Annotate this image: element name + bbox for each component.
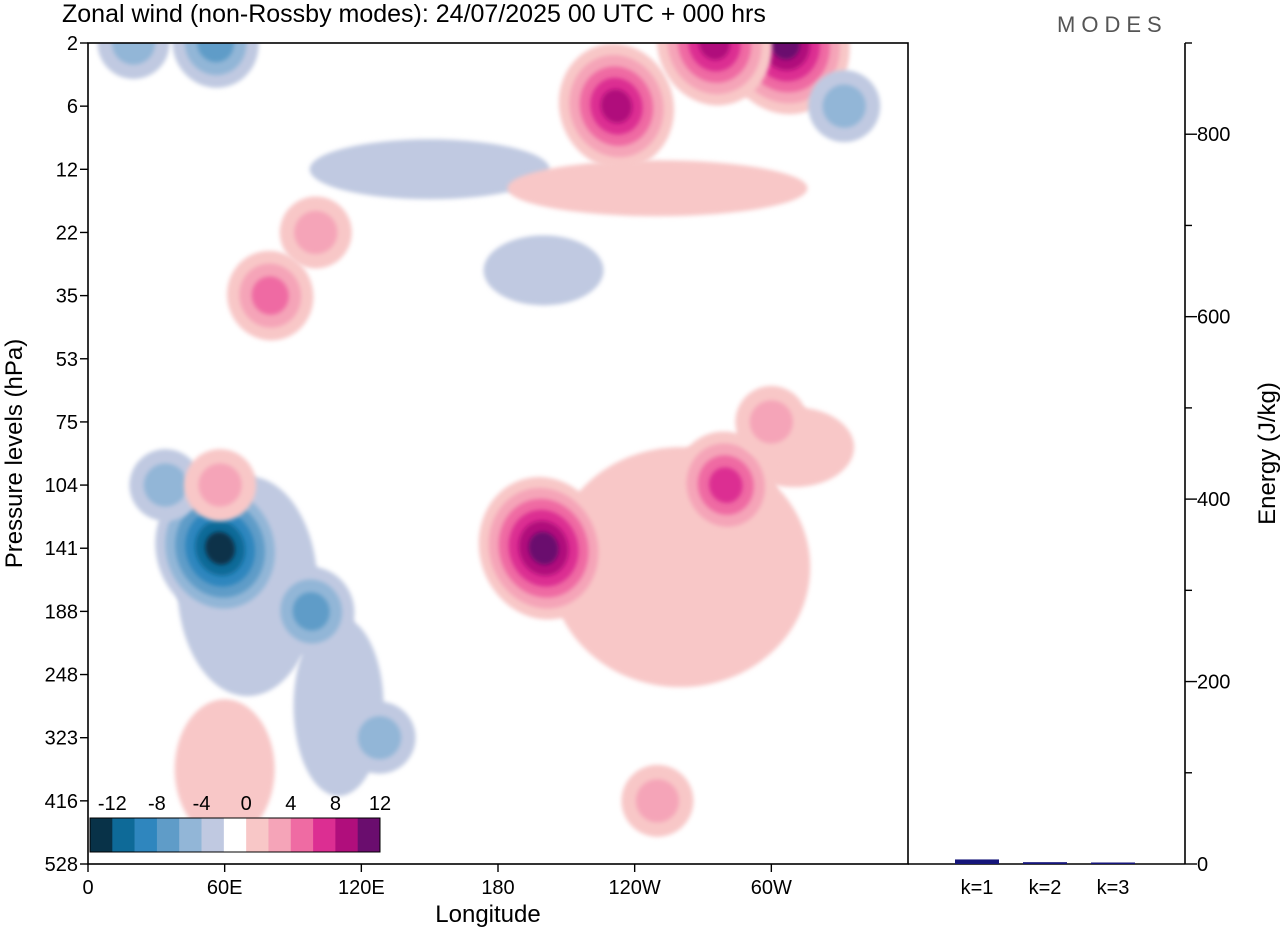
field-contour	[198, 463, 242, 507]
field-contour	[635, 779, 680, 823]
field-contour	[822, 84, 866, 128]
energy-category-label: k=3	[1097, 877, 1130, 899]
colorbar-swatch	[357, 818, 381, 852]
colorbar-swatch	[223, 818, 247, 852]
y-tick-label: 141	[45, 538, 78, 560]
y-tick-label: 104	[45, 475, 78, 497]
colorbar-swatch	[290, 818, 314, 852]
colorbar-label: 0	[241, 793, 252, 815]
field-contour	[184, 43, 247, 76]
field-contour	[292, 592, 330, 631]
field-contour	[708, 467, 743, 503]
field-cell-0	[155, 476, 285, 620]
colorbar-swatch	[179, 818, 202, 852]
field-contour	[749, 400, 793, 444]
field-band-0	[309, 139, 550, 200]
energy-bars: 0 200 400 600 800 k=1 k=2 k=3 Energy (J/kg)	[955, 42, 1280, 899]
x-tick-label: 120W	[609, 877, 661, 899]
field-cell-4	[478, 476, 609, 620]
field-cell-14	[279, 196, 352, 269]
energy-category-label: k=1	[961, 877, 994, 899]
y-axis-label: Pressure levels (hPa)	[1, 339, 28, 568]
x-tick-label: 60E	[207, 877, 243, 899]
field-contour	[760, 43, 810, 71]
field-cell-2	[343, 701, 416, 774]
colorbar-swatch	[112, 818, 135, 852]
heatmap-field	[97, 43, 881, 840]
energy-tick-label: 800	[1197, 124, 1230, 146]
colorbar-swatch	[268, 818, 292, 852]
colorbar-label: -8	[148, 793, 166, 815]
colorbar-label: 8	[330, 793, 341, 815]
field-contour	[770, 43, 800, 60]
y-tick-label: 2	[67, 33, 78, 55]
field-cell-16	[621, 764, 694, 837]
field-contour	[205, 531, 236, 565]
x-tick-label: 0	[82, 877, 93, 899]
colorbar-label: 12	[369, 793, 391, 815]
x-tick-label: 60W	[751, 877, 792, 899]
colorbar-swatch	[201, 818, 225, 852]
field-contour	[528, 531, 559, 565]
y-tick-label: 12	[56, 159, 78, 181]
y-tick-label: 75	[56, 412, 78, 434]
field-cell-6	[735, 385, 808, 458]
field-cell-1	[268, 566, 355, 657]
y-tick-label: 22	[56, 222, 78, 244]
y-tick-label: 323	[45, 728, 78, 750]
energy-tick-label: 0	[1197, 854, 1208, 876]
chart-title: Zonal wind (non-Rossby modes): 24/07/202…	[62, 0, 766, 28]
modes-logo: MODES	[1057, 12, 1168, 37]
x-axis-label: Longitude	[435, 901, 540, 928]
colorbar: -12 -8 -4 0 4 8 12	[89, 793, 391, 853]
field-band-5	[174, 699, 275, 840]
field-contour	[357, 716, 402, 760]
field-contour	[600, 89, 633, 124]
field-contour	[143, 463, 188, 507]
y-tick-label: 248	[45, 665, 78, 687]
field-cell-15	[184, 449, 257, 522]
colorbar-frame	[89, 817, 381, 853]
energy-axis-label: Energy (J/kg)	[1254, 382, 1280, 525]
x-tick-label: 180	[481, 877, 514, 899]
colorbar-label: -4	[193, 793, 211, 815]
energy-bar-k=3	[1091, 862, 1135, 864]
colorbar-label: -12	[98, 793, 127, 815]
field-cell-3	[129, 449, 202, 522]
field-cell-12	[808, 70, 881, 143]
colorbar-swatch	[246, 818, 269, 852]
energy-tick-label: 400	[1197, 489, 1230, 511]
y-tick-label: 53	[56, 349, 78, 371]
field-cell-7	[558, 43, 675, 169]
energy-bar-k=2	[1023, 862, 1067, 864]
colorbar-swatch	[313, 818, 336, 852]
field-cell-5	[675, 431, 777, 539]
colorbar-swatch	[335, 818, 358, 852]
energy-tick-label: 600	[1197, 307, 1230, 329]
colorbar-swatch	[90, 818, 113, 852]
y-tick-label: 188	[45, 601, 78, 623]
energy-bar-k=1	[955, 859, 999, 864]
colorbar-swatch	[134, 818, 158, 852]
field-contour	[251, 276, 289, 315]
y-tick-label: 35	[56, 286, 78, 308]
field-cell-13	[227, 250, 314, 341]
x-tick-label: 120E	[338, 877, 385, 899]
field-contour	[294, 210, 338, 255]
colorbar-swatch	[156, 818, 180, 852]
y-tick-label: 528	[45, 854, 78, 876]
field-contour	[111, 43, 156, 65]
field-band-6	[483, 235, 604, 306]
colorbar-label: 4	[285, 793, 296, 815]
field-band-1	[507, 160, 808, 217]
y-tick-label: 416	[45, 791, 78, 813]
energy-category-label: k=2	[1029, 877, 1062, 899]
energy-tick-label: 200	[1197, 672, 1230, 694]
y-tick-label: 6	[67, 96, 78, 118]
